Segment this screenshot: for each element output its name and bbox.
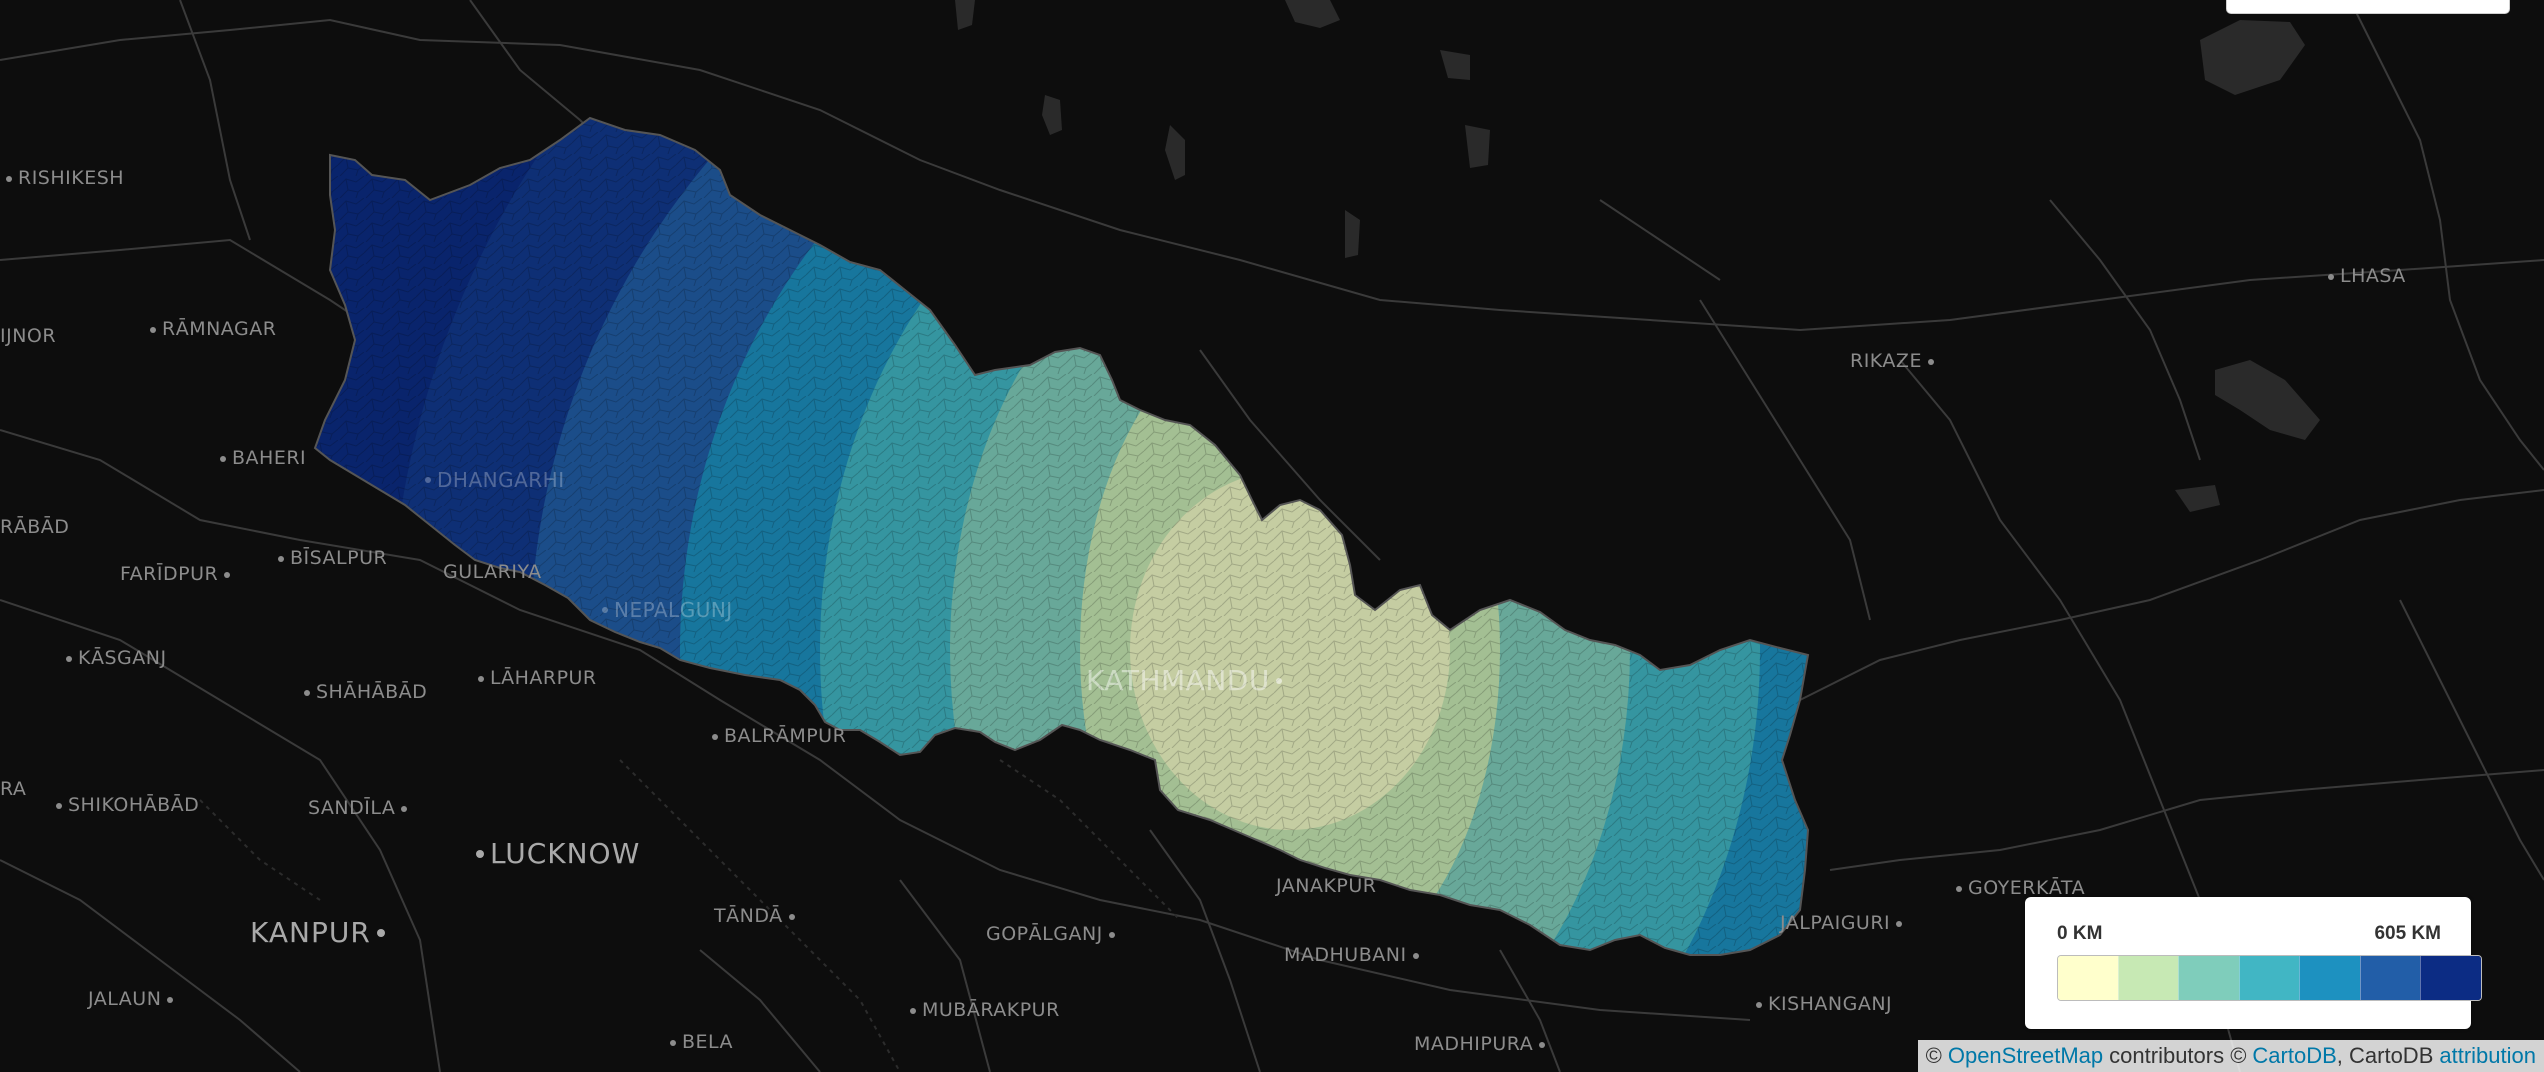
choropleth-legend: 0 KM 605 KM <box>2025 897 2482 1029</box>
label-nepalgunj: NEPALGUNJ <box>602 600 733 620</box>
attribution-copyright: © <box>1925 1043 1942 1068</box>
label-tanda: TĀNDĀ <box>714 907 795 926</box>
label-lhasa: LHASA <box>2328 267 2406 286</box>
place-dot <box>150 326 156 333</box>
place-dot <box>478 675 484 682</box>
place-dot <box>167 996 174 1003</box>
label-gopalganj: GOPĀLGANJ <box>986 925 1115 944</box>
place-dot <box>220 455 226 462</box>
legend-swatch <box>2238 956 2300 1000</box>
place-dot <box>1108 931 1115 938</box>
place-dot <box>1896 920 1903 927</box>
place-dot <box>1539 1041 1546 1048</box>
label-kasganj: KĀSGANJ <box>66 649 167 668</box>
label-madhipura: MADHIPURA <box>1414 1035 1546 1054</box>
label-balrampur: BALRĀMPUR <box>712 727 846 746</box>
place-dot <box>602 607 608 613</box>
nepal-choropleth[interactable] <box>300 0 2190 1072</box>
label-janakpur: JANAKPUR <box>1276 875 1377 897</box>
label-goyerkata: GOYERKĀTA <box>1956 879 2085 898</box>
label-baheri: BAHERI <box>220 449 306 468</box>
place-dot <box>66 655 72 662</box>
label-ra: RA <box>0 778 27 800</box>
label-madhubani: MADHUBANI <box>1284 946 1419 965</box>
place-dot <box>476 850 484 858</box>
label-bijnor: IJNOR <box>0 325 57 347</box>
attribution-link[interactable]: attribution <box>2439 1043 2536 1068</box>
place-dot <box>224 571 231 578</box>
legend-swatch <box>2299 956 2360 1000</box>
label-laharpur: LĀHARPUR <box>478 669 597 688</box>
label-ramnagar: RĀMNAGAR <box>150 320 276 339</box>
place-dot <box>6 175 12 182</box>
place-dot <box>376 929 385 937</box>
label-sandila: SANDĪLA <box>308 799 408 818</box>
legend-swatch <box>2117 956 2179 1000</box>
label-shahabad: SHĀHĀBĀD <box>304 683 427 702</box>
nepal-outline <box>313 116 1810 956</box>
label-rishikesh: RISHIKESH <box>6 169 124 188</box>
label-bisalpur: BĪSALPUR <box>278 549 387 568</box>
place-dot <box>1956 885 1962 892</box>
legend-swatch <box>2178 956 2239 1000</box>
place-dot <box>910 1007 916 1014</box>
attribution-cartodb-text: , CartoDB <box>2336 1043 2434 1068</box>
label-rikaze: RIKAZE <box>1850 352 1934 371</box>
label-gulariya: GULARIYA <box>443 561 542 583</box>
legend-max-label: 605 KM <box>2374 923 2441 944</box>
place-dot <box>2328 273 2334 280</box>
label-jalpaiguri: JALPAIGURI <box>1780 914 1903 933</box>
map-attribution: © OpenStreetMap contributors © CartoDB ,… <box>1917 1040 2544 1072</box>
label-lucknow: LUCKNOW <box>476 840 640 868</box>
label-rabad: RĀBĀD <box>0 516 70 538</box>
label-kathmandu: KATHMANDU <box>1086 667 1282 695</box>
label-shikohabad: SHIKOHĀBĀD <box>56 796 199 815</box>
cartodb-link[interactable]: CartoDB <box>2252 1043 2337 1068</box>
label-kanpur: KANPUR <box>250 919 385 947</box>
place-dot <box>425 477 431 483</box>
label-dhangarhi: DHANGARHI <box>425 470 565 490</box>
place-dot <box>670 1039 676 1046</box>
legend-swatch <box>2058 956 2118 1000</box>
legend-color-bar <box>2057 955 2482 1001</box>
attribution-contributors: contributors © <box>2109 1043 2247 1068</box>
label-faridpur: FARĪDPUR <box>120 565 231 584</box>
place-dot <box>304 689 310 696</box>
place-dot <box>56 802 62 809</box>
water-bodies <box>955 0 2320 512</box>
label-jalaun: JALAUN <box>88 990 174 1009</box>
place-dot <box>401 805 408 812</box>
place-dot <box>1756 1001 1762 1008</box>
label-bela: BELA <box>670 1033 733 1052</box>
place-dot <box>788 913 795 920</box>
place-dot <box>712 733 718 740</box>
place-dot <box>1275 678 1282 684</box>
place-dot <box>1412 952 1419 959</box>
legend-min-label: 0 KM <box>2057 923 2103 944</box>
place-dot <box>1927 358 1934 365</box>
label-mubarakpur: MUBĀRAKPUR <box>910 1001 1060 1020</box>
legend-swatch <box>2420 956 2481 1000</box>
map-control-panel[interactable] <box>2226 0 2510 14</box>
place-dot <box>278 555 284 562</box>
openstreetmap-link[interactable]: OpenStreetMap <box>1947 1043 2104 1068</box>
label-kishanganj: KISHANGANJ <box>1756 995 1892 1014</box>
legend-swatch <box>2359 956 2421 1000</box>
